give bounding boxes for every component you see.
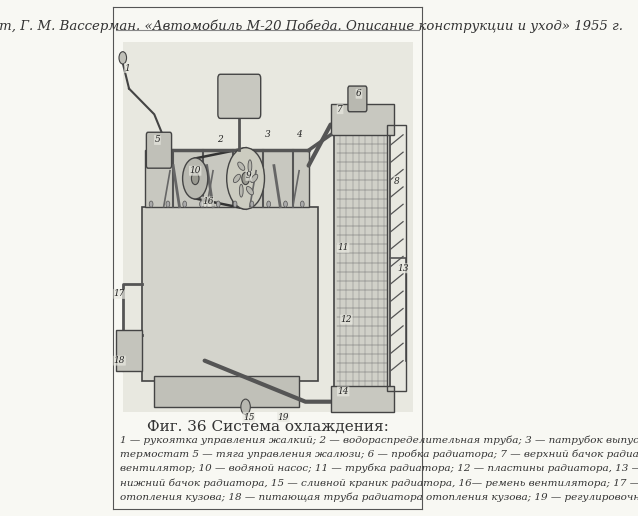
Circle shape xyxy=(182,158,208,199)
FancyBboxPatch shape xyxy=(348,86,367,112)
Ellipse shape xyxy=(239,184,243,197)
Text: 8: 8 xyxy=(394,176,399,186)
Text: 1 — рукоятка управления жалкий; 2 — водораспределительная труба; 3 — патрубок вы: 1 — рукоятка управления жалкий; 2 — водо… xyxy=(119,435,638,445)
Text: 13: 13 xyxy=(397,264,409,273)
Text: 3: 3 xyxy=(265,131,271,139)
Text: 11: 11 xyxy=(338,243,349,252)
Circle shape xyxy=(250,201,254,207)
Ellipse shape xyxy=(234,174,241,183)
FancyBboxPatch shape xyxy=(330,386,394,412)
Circle shape xyxy=(267,201,271,207)
FancyBboxPatch shape xyxy=(117,330,142,371)
Text: нижний бачок радиатора, 15 — сливной краник радиатора, 16— ремень вентилятора; 1: нижний бачок радиатора, 15 — сливной кра… xyxy=(119,478,638,488)
Ellipse shape xyxy=(238,162,245,170)
Circle shape xyxy=(226,148,265,209)
Text: Фиг. 36 Система охлаждения:: Фиг. 36 Система охлаждения: xyxy=(147,420,389,433)
Text: 18: 18 xyxy=(114,356,125,365)
Circle shape xyxy=(241,399,250,414)
Text: 10: 10 xyxy=(189,166,201,175)
Text: 4: 4 xyxy=(296,131,302,139)
FancyBboxPatch shape xyxy=(145,150,309,207)
FancyBboxPatch shape xyxy=(218,74,261,118)
Circle shape xyxy=(183,201,186,207)
Text: термостат 5 — тяга управления жалюзи; 6 — пробка радиатора; 7 — верхний бачок ра: термостат 5 — тяга управления жалюзи; 6 … xyxy=(119,449,638,459)
Ellipse shape xyxy=(248,160,252,173)
FancyBboxPatch shape xyxy=(154,376,299,407)
FancyBboxPatch shape xyxy=(122,42,413,412)
Text: вентилятор; 10 — водяной насос; 11 — трубка радиатора; 12 — пластины радиатора, : вентилятор; 10 — водяной насос; 11 — тру… xyxy=(119,464,638,473)
Text: 7: 7 xyxy=(338,105,343,114)
Text: 16: 16 xyxy=(202,197,214,206)
Text: 6: 6 xyxy=(356,89,362,98)
Text: 19: 19 xyxy=(278,413,289,422)
Text: 17: 17 xyxy=(114,289,125,298)
Text: А. А. Липгарт, Г. М. Вассерман. «Автомобиль М-20 Победа. Описание конструкции и : А. А. Липгарт, Г. М. Вассерман. «Автомоб… xyxy=(0,20,623,33)
Text: 5: 5 xyxy=(154,136,160,144)
FancyBboxPatch shape xyxy=(330,104,394,135)
Text: 2: 2 xyxy=(218,136,223,144)
FancyBboxPatch shape xyxy=(146,132,172,168)
Text: 1: 1 xyxy=(124,63,130,73)
Circle shape xyxy=(119,52,126,64)
Text: 14: 14 xyxy=(338,387,349,396)
Text: 12: 12 xyxy=(341,315,352,324)
Circle shape xyxy=(149,201,153,207)
Ellipse shape xyxy=(246,186,253,195)
Ellipse shape xyxy=(251,174,258,183)
FancyBboxPatch shape xyxy=(334,124,390,392)
Circle shape xyxy=(191,172,199,185)
Text: отопления кузова; 18 — питающая труба радиатора отопления кузова; 19 — регулиров: отопления кузова; 18 — питающая труба ра… xyxy=(119,493,638,502)
Circle shape xyxy=(200,201,204,207)
Circle shape xyxy=(234,201,237,207)
Text: 15: 15 xyxy=(243,413,255,422)
Circle shape xyxy=(216,201,220,207)
FancyBboxPatch shape xyxy=(142,207,318,381)
Circle shape xyxy=(283,201,287,207)
Text: 9: 9 xyxy=(246,171,251,181)
Circle shape xyxy=(166,201,170,207)
Circle shape xyxy=(300,201,304,207)
Circle shape xyxy=(242,172,249,185)
